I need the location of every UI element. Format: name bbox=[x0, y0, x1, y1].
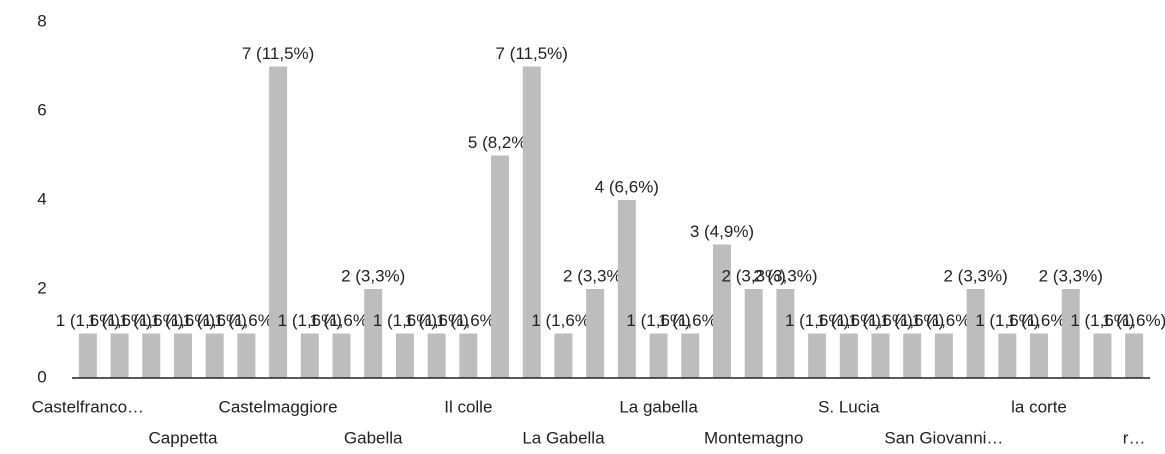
x-tick-label: la corte bbox=[1011, 397, 1067, 416]
bar bbox=[554, 333, 573, 378]
data-label: 1 (1,6%) bbox=[214, 311, 278, 330]
data-label: 1 (1,6%) bbox=[848, 311, 912, 330]
data-label: 7 (11,5%) bbox=[242, 44, 314, 63]
bar bbox=[1125, 333, 1144, 378]
bar bbox=[1061, 289, 1080, 378]
data-label: 1 (1,6%) bbox=[56, 311, 120, 330]
data-label: 1 (1,6%) bbox=[87, 311, 151, 330]
data-label: 1 (1,6%) bbox=[1102, 311, 1165, 330]
bar bbox=[871, 333, 890, 378]
bar bbox=[966, 289, 985, 378]
bar bbox=[1030, 333, 1049, 378]
bar bbox=[173, 333, 192, 378]
bar bbox=[459, 333, 478, 378]
y-tick-label: 2 bbox=[37, 278, 46, 297]
bar bbox=[78, 333, 97, 378]
bar bbox=[712, 244, 731, 378]
data-label: 1 (1,6%) bbox=[817, 311, 881, 330]
data-label: 1 (1,6%) bbox=[785, 311, 849, 330]
bar bbox=[395, 333, 414, 378]
x-tick-label: La Gabella bbox=[522, 428, 605, 447]
bar bbox=[839, 333, 858, 378]
bar bbox=[649, 333, 668, 378]
x-tick-label: Castelfranco… bbox=[32, 397, 144, 416]
data-label: 1 (1,6%) bbox=[880, 311, 944, 330]
data-label: 1 (1,6%) bbox=[626, 311, 690, 330]
y-tick-label: 8 bbox=[37, 11, 46, 30]
x-tick-label: S. Lucia bbox=[818, 397, 880, 416]
data-label: 2 (3,3%) bbox=[563, 266, 627, 285]
data-label: 1 (1,6%) bbox=[1070, 311, 1134, 330]
x-tick-label: Gabella bbox=[344, 428, 403, 447]
bar bbox=[237, 333, 256, 378]
bar bbox=[427, 333, 446, 378]
x-tick-label: San Giovanni… bbox=[884, 428, 1003, 447]
data-label: 5 (8,2%) bbox=[468, 133, 532, 152]
data-label: 1 (1,6%) bbox=[151, 311, 215, 330]
bar bbox=[110, 333, 129, 378]
x-tick-label: Castelmaggiore bbox=[219, 397, 338, 416]
data-label: 1 (1,6%) bbox=[658, 311, 722, 330]
x-tick-label: La gabella bbox=[619, 397, 698, 416]
data-label: 1 (1,6%) bbox=[183, 311, 247, 330]
data-label: 1 (1,6%) bbox=[531, 311, 595, 330]
y-tick-label: 0 bbox=[37, 367, 46, 386]
bar bbox=[744, 289, 763, 378]
data-label: 2 (3,3%) bbox=[943, 266, 1007, 285]
data-label: 1 (1,6%) bbox=[975, 311, 1039, 330]
data-label: 1 (1,6%) bbox=[119, 311, 183, 330]
x-tick-label: Il colle bbox=[444, 397, 492, 416]
x-tick-label: Cappetta bbox=[148, 428, 218, 447]
bar bbox=[491, 155, 510, 378]
bar bbox=[808, 333, 827, 378]
data-label: 3 (4,9%) bbox=[690, 222, 754, 241]
data-label: 2 (3,3%) bbox=[753, 266, 817, 285]
data-label: 2 (3,3%) bbox=[722, 266, 786, 285]
bar bbox=[332, 333, 351, 378]
data-label: 2 (3,3%) bbox=[341, 266, 405, 285]
bar bbox=[300, 333, 319, 378]
data-label: 1 (1,6%) bbox=[278, 311, 342, 330]
x-tick-label: Montemagno bbox=[704, 428, 803, 447]
data-label: 2 (3,3%) bbox=[1039, 266, 1103, 285]
bar bbox=[934, 333, 953, 378]
bar bbox=[205, 333, 224, 378]
data-label: 1 (1,6%) bbox=[1007, 311, 1071, 330]
bar bbox=[617, 200, 636, 378]
data-label: 1 (1,6%) bbox=[436, 311, 500, 330]
y-tick-label: 6 bbox=[37, 100, 46, 119]
data-label: 4 (6,6%) bbox=[595, 177, 659, 196]
bar bbox=[776, 289, 795, 378]
y-tick-label: 4 bbox=[37, 189, 46, 208]
bar bbox=[681, 333, 700, 378]
data-label: 1 (1,6%) bbox=[404, 311, 468, 330]
data-label: 1 (1,6%) bbox=[309, 311, 373, 330]
bar bbox=[586, 289, 605, 378]
bar bbox=[269, 66, 288, 378]
bar bbox=[1093, 333, 1112, 378]
data-label: 1 (1,6%) bbox=[373, 311, 437, 330]
bar bbox=[998, 333, 1017, 378]
bar bbox=[903, 333, 922, 378]
bar bbox=[522, 66, 541, 378]
bar bbox=[142, 333, 161, 378]
data-label: 1 (1,6%) bbox=[912, 311, 976, 330]
bar bbox=[364, 289, 383, 378]
data-label: 7 (11,5%) bbox=[496, 44, 568, 63]
x-tick-label: r… bbox=[1123, 428, 1146, 447]
